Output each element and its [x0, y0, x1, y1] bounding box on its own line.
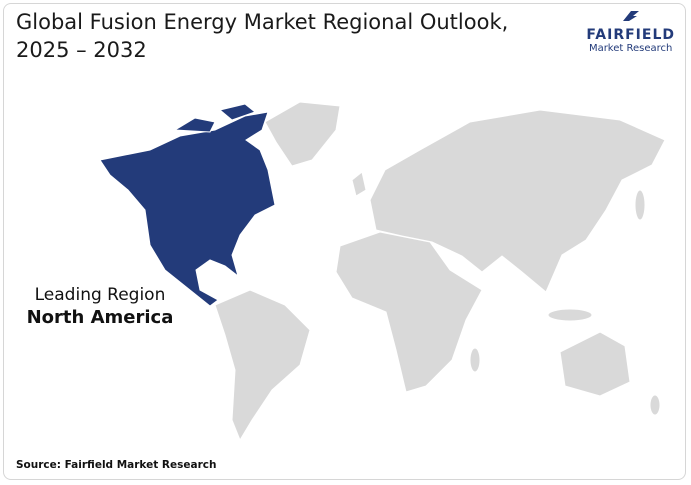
- uk: [351, 171, 367, 197]
- title: Global Fusion Energy Market Regional Out…: [16, 8, 508, 64]
- australia: [559, 331, 631, 397]
- africa: [335, 231, 483, 393]
- japan: [634, 189, 646, 221]
- indonesia: [547, 308, 593, 322]
- callout-region: North America: [26, 307, 174, 328]
- logo-icon: [622, 11, 639, 21]
- south-america: [214, 289, 311, 442]
- logo-name: FAIRFIELD: [586, 27, 675, 43]
- arctic-islands: [173, 103, 257, 133]
- madagascar: [469, 347, 481, 373]
- frame: [3, 3, 686, 480]
- title-line: Global Fusion Energy Market Regional Out…: [16, 10, 509, 34]
- new-zealand: [649, 394, 661, 416]
- eurasia: [369, 109, 666, 293]
- north-america: [99, 111, 276, 307]
- title-line: 2025 – 2032: [16, 38, 147, 62]
- callout-label: Leading Region: [34, 285, 166, 305]
- source: Source: Fairfield Market Research: [16, 459, 217, 471]
- logo: FAIRFIELD Market Research: [586, 8, 675, 54]
- logo-tagline: Market Research: [588, 43, 673, 54]
- callout: Leading Region North America: [10, 285, 190, 328]
- greenland: [264, 101, 341, 167]
